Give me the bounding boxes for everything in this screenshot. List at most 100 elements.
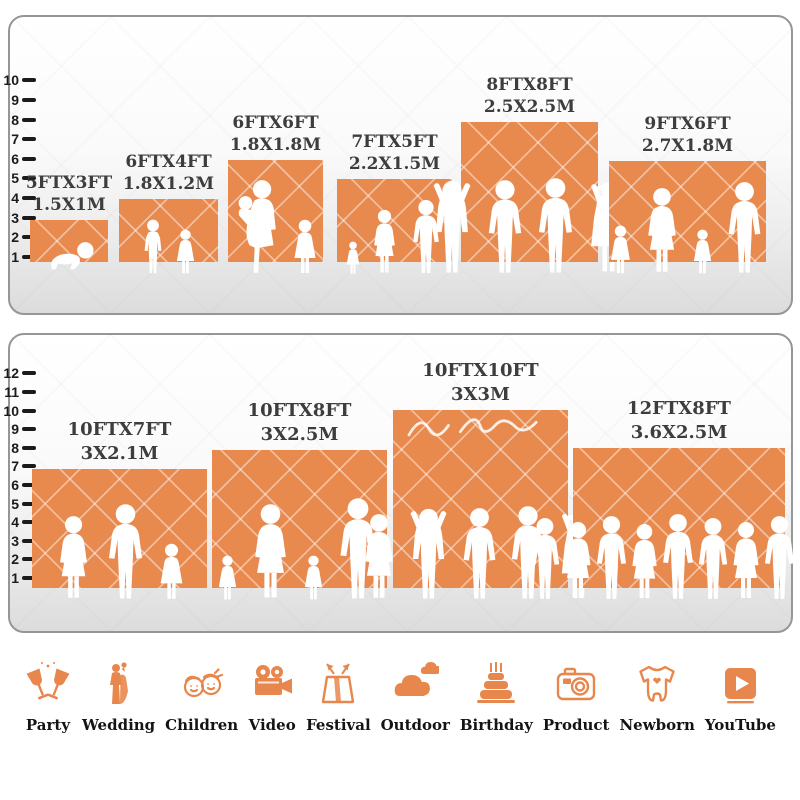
ruler-mark: 5 [1, 170, 36, 186]
girl-silhouette [156, 543, 187, 601]
backdrop-size-label: 6FTX4FT 1.8X1.2M [122, 151, 215, 194]
mother-with-baby-silhouette [231, 179, 284, 275]
backdrop-6x4: 6FTX4FT 1.8X1.2M [119, 152, 218, 262]
child-silhouette [301, 555, 326, 601]
ruler-mark: 7 [1, 458, 36, 474]
photo-camera-icon [556, 667, 596, 701]
backdrop-size-label: 10FTX10FT 3X3M [422, 360, 539, 405]
woman-silhouette [52, 515, 95, 601]
girl-silhouette [290, 219, 320, 275]
ruler-mark: 2 [1, 551, 36, 567]
man-silhouette [101, 503, 150, 601]
backdrop-size-label: 8FTX8FT 2.5X2.5M [483, 74, 576, 117]
tick-icon [22, 463, 36, 469]
ruler-mark: 8 [1, 440, 36, 456]
category-newborn: Newborn [619, 660, 695, 734]
tick-icon [22, 389, 36, 395]
people-silhouettes [573, 513, 785, 601]
woman-silhouette [640, 187, 684, 275]
man-arms-up-silhouette [425, 177, 479, 275]
ruler-mark: 4 [1, 190, 36, 206]
tick-icon [22, 519, 36, 525]
man-arms-up-silhouette [402, 505, 455, 601]
ruler-mark: 2 [1, 229, 36, 245]
backdrop-5x3: 5FTX3FT 1.5X1M [26, 173, 112, 262]
category-row: Party Wedding Children Video [0, 660, 800, 734]
backdrop-size-label: 10FTX8FT 3X2.5M [247, 400, 352, 445]
clouds-icon [394, 662, 440, 696]
tick-icon [22, 117, 36, 123]
girl-silhouette [215, 555, 240, 601]
man-silhouette [793, 519, 800, 601]
category-outdoor: Outdoor [381, 660, 450, 734]
tick-icon [22, 556, 36, 562]
ruler-mark: 1 [1, 249, 36, 265]
backdrop-size-label: 6FTX6FT 1.8X1.8M [229, 112, 322, 155]
tick-icon [22, 97, 36, 103]
people-silhouettes [609, 181, 766, 275]
play-button-icon [725, 668, 757, 704]
panel-small-backdrops: 10 9 8 7 6 5 4 3 2 1 5FTX3FT 1.5X1M 6FTX4… [3, 15, 793, 315]
tick-icon [22, 575, 36, 581]
category-wedding: Wedding [82, 660, 155, 734]
child-silhouette [690, 229, 715, 275]
gift-box-icon [322, 663, 355, 704]
tick-icon [22, 175, 36, 181]
backdrop-10x8: 10FTX8FT 3X2.5M [212, 400, 387, 588]
ruler-mark: 12 [1, 365, 36, 381]
category-product: Product [543, 660, 610, 734]
woman-silhouette [368, 209, 401, 275]
backdrop-size-label: 7FTX5FT 2.2X1.5M [348, 131, 441, 174]
baby-onesie-icon [639, 665, 675, 702]
tick-icon [22, 156, 36, 162]
tick-icon [22, 501, 36, 507]
man-silhouette [531, 177, 580, 275]
man-silhouette [481, 179, 529, 275]
ruler-mark: 11 [1, 384, 36, 400]
category-party: Party [24, 660, 72, 734]
ruler-mark: 3 [1, 210, 36, 226]
toast-glasses-icon [26, 662, 70, 700]
children-faces-icon [183, 668, 223, 698]
tick-icon [22, 445, 36, 451]
tick-icon [22, 370, 36, 376]
tick-icon [22, 195, 36, 201]
girl-silhouette [607, 225, 634, 275]
people-silhouettes [461, 177, 598, 275]
tick-icon [22, 77, 36, 83]
ruler-mark: 10 [1, 72, 36, 88]
tick-icon [22, 426, 36, 432]
tick-icon [22, 538, 36, 544]
people-silhouettes [228, 179, 323, 275]
backdrop-8x8: 8FTX8FT 2.5X2.5M [461, 75, 598, 262]
crawling-baby-silhouette [41, 240, 97, 271]
tick-icon [22, 408, 36, 414]
category-festival: Festival [306, 660, 371, 734]
movie-camera-icon [255, 665, 293, 695]
tick-icon [22, 234, 36, 240]
tick-icon [22, 136, 36, 142]
woman-silhouette [246, 503, 295, 601]
ruler-mark: 10 [1, 403, 36, 419]
ruler-mark: 6 [1, 477, 36, 493]
backdrop-6x6: 6FTX6FT 1.8X1.8M [228, 113, 323, 262]
ruler-mark: 9 [1, 421, 36, 437]
backdrop-7x5: 7FTX5FT 2.2X1.5M [337, 132, 452, 262]
ruler-mark: 8 [1, 112, 36, 128]
ruler-mark: 5 [1, 496, 36, 512]
category-youtube: YouTube [705, 660, 776, 734]
man-silhouette [721, 181, 768, 275]
ruler-mark: 1 [1, 570, 36, 586]
ruler-mark: 4 [1, 514, 36, 530]
backdrop-size-label: 12FTX8FT 3.6X2.5M [627, 398, 731, 443]
girl-silhouette [173, 229, 198, 275]
backdrop-size-label: 5FTX3FT 1.5X1M [25, 172, 113, 215]
ruler-mark: 6 [1, 151, 36, 167]
watermark-script [407, 418, 538, 437]
backdrop-12x8: 12FTX8FT 3.6X2.5M [573, 398, 785, 588]
people-silhouettes [119, 219, 218, 275]
backdrop-10x7: 10FTX7FT 3X2.1M [32, 419, 207, 588]
panel-medium-backdrops: 12 11 10 9 8 7 6 5 4 3 2 1 10FTX7FT 3X2.1… [3, 333, 793, 633]
people-silhouettes [30, 240, 108, 271]
toddler-silhouette [344, 241, 362, 275]
